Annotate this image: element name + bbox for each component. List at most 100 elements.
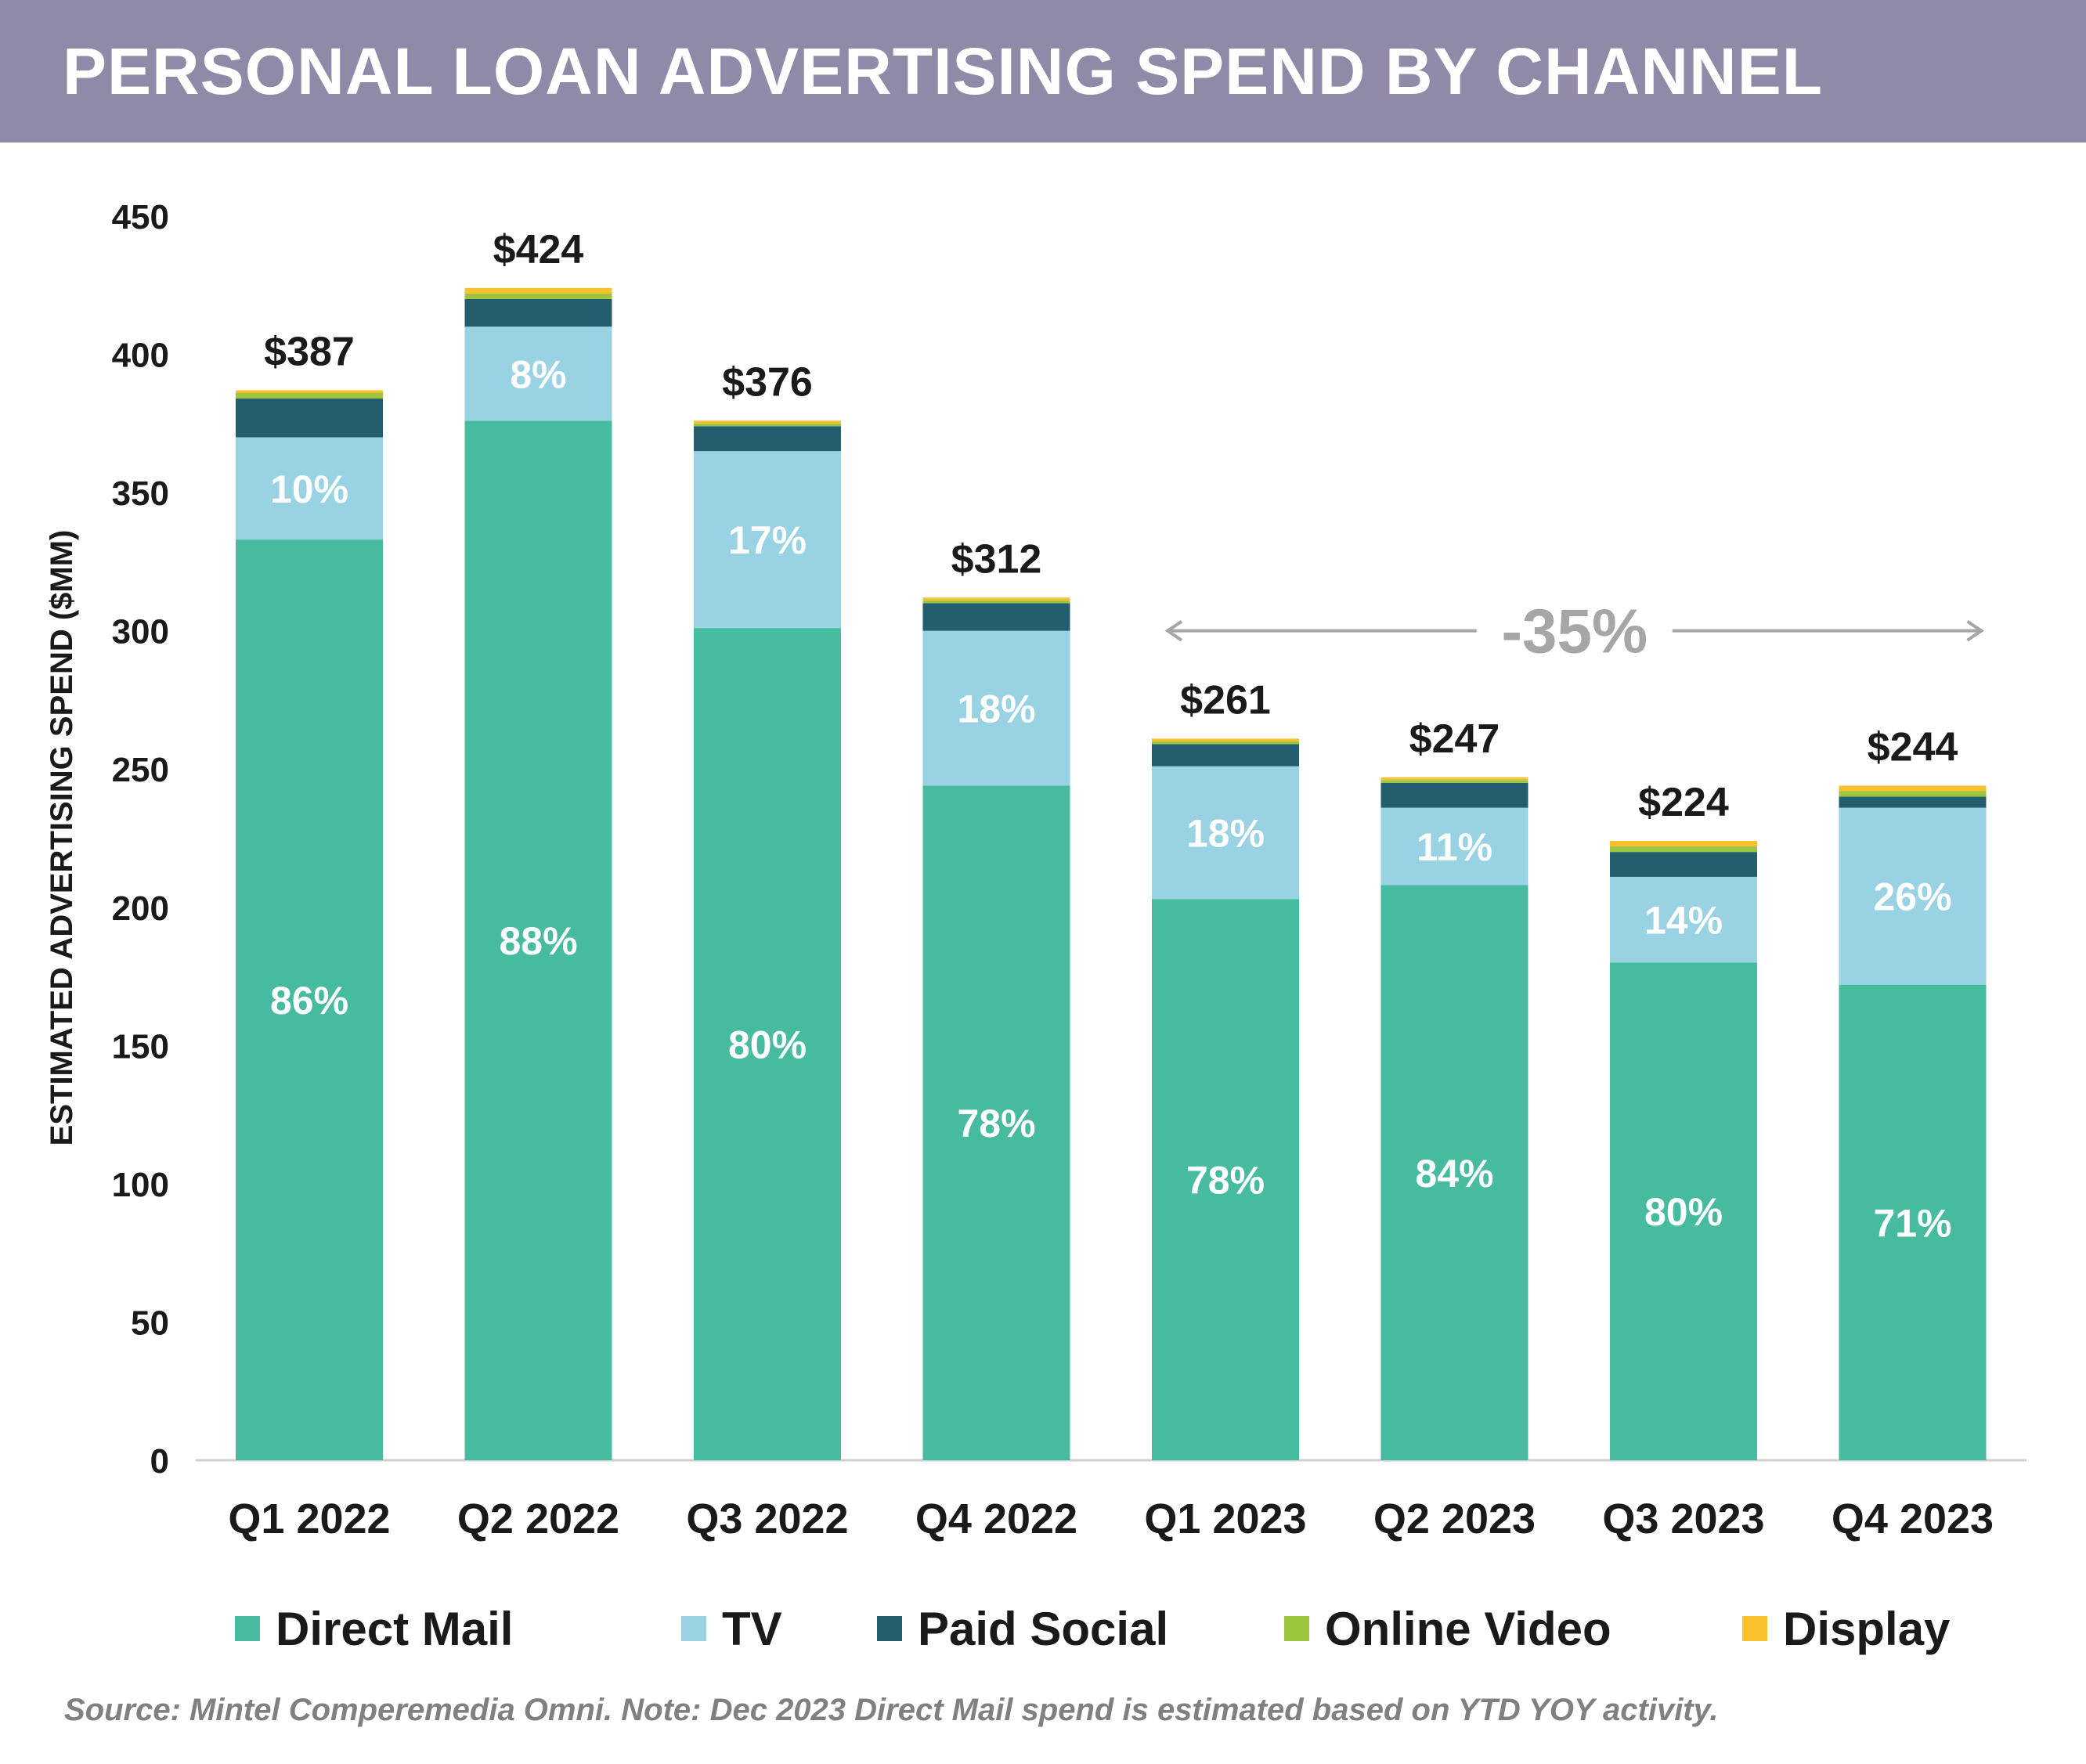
segment-percent-label: 18%	[1186, 811, 1265, 855]
legend-label: TV	[722, 1602, 782, 1655]
legend-item: Display	[1742, 1597, 1950, 1660]
bar-segment	[922, 597, 1070, 601]
bar-segment	[236, 539, 383, 1460]
stacked-bar-chart: 0 50 100 150 200 250 300 350 400 450 ESTIMATED ADV…	[45, 198, 2026, 1542]
bar-segment	[1839, 791, 1987, 797]
bar-total-label: $376	[722, 359, 813, 405]
segment-percent-label: 26%	[1873, 875, 1951, 919]
segment-percent-label: 80%	[1644, 1190, 1723, 1234]
segment-percent-label: 17%	[728, 518, 807, 562]
bar-segment	[1839, 796, 1987, 808]
bar-segment	[922, 603, 1070, 631]
segment-percent-label: 8%	[510, 352, 566, 396]
y-tick-label: 450	[112, 198, 169, 236]
bar-segment	[1152, 741, 1299, 745]
bar-segment	[694, 420, 841, 424]
legend-label: Direct Mail	[276, 1602, 514, 1655]
x-tick-label: Q1 2023	[1144, 1495, 1306, 1542]
segment-percent-label: 14%	[1644, 899, 1723, 943]
bar-segment	[694, 423, 841, 427]
legend-swatch	[1284, 1616, 1309, 1641]
legend-label: Display	[1783, 1602, 1951, 1655]
bar-segment	[1380, 807, 1528, 886]
bar-segment	[1839, 984, 1987, 1460]
bar-segment	[1610, 846, 1757, 853]
bar-segment	[464, 293, 612, 299]
bar-segment	[1610, 962, 1757, 1460]
x-tick-label: Q2 2023	[1373, 1495, 1536, 1542]
bar-segment	[922, 785, 1070, 1460]
bar-segment	[694, 628, 841, 1461]
segment-percent-label: 80%	[728, 1023, 807, 1067]
segment-percent-label: 78%	[957, 1102, 1035, 1145]
bar-total-label: $261	[1180, 677, 1271, 723]
segment-percent-label: 84%	[1415, 1152, 1493, 1196]
bar-segment	[1152, 766, 1299, 900]
bar-segment	[464, 298, 612, 327]
bar-segment	[236, 392, 383, 399]
legend-item: Online Video	[1284, 1597, 1611, 1660]
chart-title: PERSONAL LOAN ADVERTISING SPEND BY CHANN…	[63, 34, 1824, 108]
bar-segment	[236, 437, 383, 540]
bar-segment	[464, 287, 612, 294]
bar-segment	[1152, 738, 1299, 741]
bar-segment	[1610, 841, 1757, 847]
x-tick-label: Q4 2022	[915, 1495, 1077, 1542]
segment-percent-label: 71%	[1873, 1201, 1951, 1245]
y-tick-label: 150	[112, 1027, 169, 1066]
y-tick-label: 350	[112, 474, 169, 513]
legend-label: Online Video	[1325, 1602, 1611, 1655]
bar-segment	[922, 630, 1070, 786]
segment-percent-label: 86%	[270, 979, 348, 1023]
bar-segment	[1839, 807, 1987, 985]
bar-segment	[236, 399, 383, 438]
legend-item: Direct Mail	[235, 1597, 513, 1660]
segment-percent-label: 18%	[957, 687, 1035, 731]
annotation-arrowhead-right	[1966, 620, 1985, 642]
segment-percent-label: 88%	[499, 919, 577, 963]
segment-percent-label: 11%	[1417, 825, 1492, 869]
source-note: Source: Mintel Comperemedia Omni. Note: …	[64, 1693, 1719, 1727]
bar-total-label: $244	[1868, 724, 1958, 770]
title-bar: PERSONAL LOAN ADVERTISING SPEND BY CHANN…	[0, 0, 2086, 142]
y-tick-label: 50	[131, 1304, 169, 1342]
legend-label: Paid Social	[918, 1602, 1169, 1655]
bar-segment	[1839, 785, 1987, 792]
bar-segment	[1380, 777, 1528, 781]
legend-item: TV	[681, 1597, 782, 1660]
bar-total-label: $247	[1409, 716, 1500, 762]
bar-segment	[922, 600, 1070, 604]
bar-segment	[1380, 782, 1528, 808]
annotation-change-label: -35%	[1501, 597, 1648, 666]
y-tick-label: 250	[112, 751, 169, 789]
legend-swatch	[235, 1616, 260, 1641]
bar-segment	[464, 326, 612, 421]
bar-segment	[1152, 899, 1299, 1460]
bar-total-label: $224	[1638, 780, 1729, 825]
bar-segment	[1152, 744, 1299, 767]
legend: Direct Mail TV Paid Social Online Video Disp…	[0, 1597, 2086, 1660]
legend-swatch	[877, 1616, 902, 1641]
x-tick-label: Q4 2023	[1832, 1495, 1994, 1542]
bar-segment	[1380, 885, 1528, 1460]
bar-segment	[1380, 780, 1528, 783]
annotation-arrowhead-left	[1164, 620, 1183, 642]
bar-total-label: $424	[493, 227, 584, 272]
legend-item: Paid Social	[877, 1597, 1168, 1660]
y-tick-label: 300	[112, 613, 169, 651]
bar-total-label: $387	[264, 329, 355, 374]
bar-segment	[1610, 852, 1757, 877]
y-tick-label: 200	[112, 889, 169, 928]
bar-total-label: $312	[951, 536, 1042, 582]
y-axis-title: ESTIMATED ADVERTISING SPEND ($MM)	[45, 530, 79, 1146]
y-tick-label: 400	[112, 337, 169, 375]
bar-segment	[1610, 876, 1757, 963]
y-tick-label: 0	[150, 1442, 169, 1481]
bar-segment	[464, 420, 612, 1460]
x-tick-label: Q2 2022	[457, 1495, 619, 1542]
bar-segment	[236, 390, 383, 393]
x-tick-label: Q3 2023	[1602, 1495, 1764, 1542]
legend-swatch	[1742, 1616, 1767, 1641]
x-tick-label: Q3 2022	[686, 1495, 848, 1542]
bar-segment	[694, 426, 841, 452]
